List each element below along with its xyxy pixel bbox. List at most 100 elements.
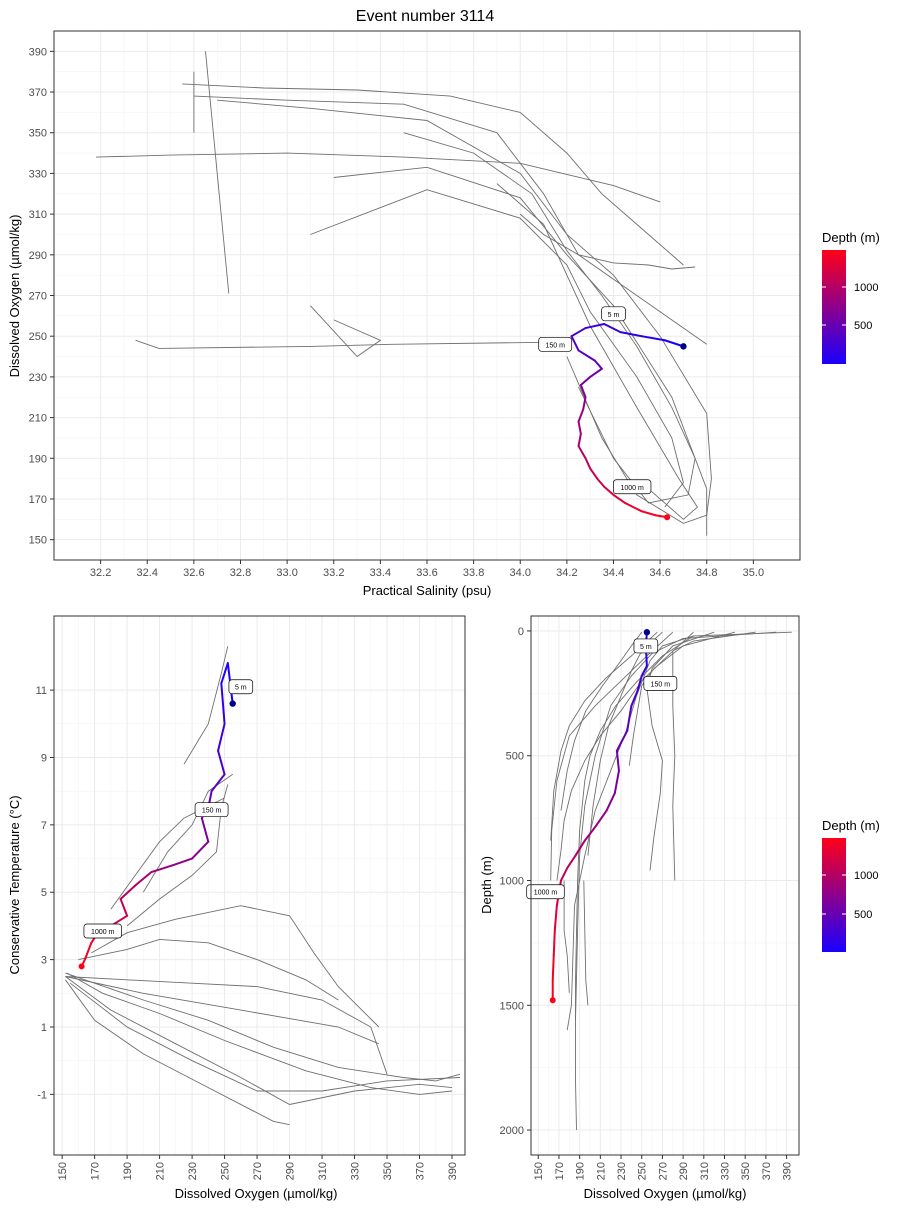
profile-point [643, 629, 651, 636]
highlight-segment [615, 749, 620, 772]
x-tick-label: 33.6 [416, 567, 437, 579]
y-tick-label: 11 [36, 685, 47, 697]
x-tick-label: 250 [220, 1162, 232, 1180]
x-tick-label: 350 [382, 1162, 394, 1180]
legend-break: 500 [854, 320, 872, 332]
depth-label: 5 m [608, 312, 620, 319]
highlight-segment [579, 384, 587, 399]
x-tick-label: 33.8 [463, 567, 484, 579]
x-axis-label: Dissolved Oxygen (µmol/kg) [175, 1186, 338, 1201]
panel-border [53, 615, 466, 1156]
profile-line [587, 631, 663, 856]
x-tick-label: 390 [447, 1162, 459, 1180]
x-tick-label: 170 [554, 1162, 566, 1180]
profile-line [310, 189, 684, 508]
y-tick-label: 9 [41, 752, 47, 764]
highlight-segment [579, 375, 592, 387]
x-tick-label: 34.6 [649, 567, 670, 579]
panel-background [531, 616, 799, 1155]
highlight-segment [566, 854, 577, 870]
depth-labels: 5 m 150 m 1000 m [83, 679, 254, 939]
profile-point [229, 700, 236, 707]
x-tick-label: 32.6 [183, 567, 204, 579]
highlight-segment [577, 432, 582, 448]
highlight-segment [119, 884, 137, 900]
highlight-segment [663, 339, 685, 348]
x-tick-label: 33.4 [370, 567, 391, 579]
profile-line [95, 152, 661, 203]
y-tick-label: 190 [29, 453, 47, 465]
x-tick-label: 150 [533, 1162, 545, 1180]
x-tick-label: 34.4 [603, 567, 624, 579]
profile-line [519, 213, 696, 270]
highlight-segment [596, 477, 606, 488]
highlight-segment [589, 367, 603, 378]
y-axis: 0 500 1000 1500 2000 [500, 626, 531, 1137]
profile-line [310, 305, 382, 358]
profile-line [403, 132, 696, 504]
x-axis-label: Dissolved Oxygen (µmol/kg) [584, 1186, 747, 1201]
y-tick-label: 330 [29, 168, 47, 180]
x-tick-label: 330 [719, 1162, 731, 1180]
profile-line [550, 631, 658, 841]
x-tick-label: 270 [252, 1162, 264, 1180]
profile-line [182, 83, 684, 266]
highlight-segment [553, 904, 558, 932]
depth-label-box [633, 638, 659, 654]
grid-layer [54, 616, 465, 1155]
legend-colorbar [822, 838, 846, 952]
y-tick-label: 390 [29, 46, 47, 58]
highlight-segment [577, 445, 587, 460]
panel-border [530, 615, 800, 1156]
highlight-segment [612, 493, 627, 505]
x-axis: 32.2 32.4 32.6 32.8 33.0 33.2 33.4 33.6 33.8 34.0… [90, 560, 764, 579]
highlight-segment [626, 704, 633, 732]
chart-oxygen-temperature: 5 m 150 m 1000 m 150 170 190 210 230 250 270 290 3… [7, 615, 466, 1201]
y-axis-label: Dissolved Oxygen (µmol/kg) [7, 215, 22, 378]
x-tick-label: 32.8 [230, 567, 251, 579]
grid-layer [54, 31, 800, 560]
highlight-segment [619, 331, 643, 338]
highlight-segment [603, 322, 622, 334]
legend-top: Depth (m) 1000 500 [822, 230, 880, 364]
profile-line [91, 905, 380, 1028]
depth-label: 150 m [202, 808, 222, 815]
profile-line [563, 880, 570, 993]
y-tick-label: 5 [41, 887, 47, 899]
legend-title: Depth (m) [822, 230, 880, 245]
x-tick-label: 35.0 [743, 567, 764, 579]
profile-line [217, 99, 712, 524]
x-axis: 150 170 190 210 230 250 270 290 310 330 350 370 390 [57, 1155, 459, 1180]
profile-point [549, 997, 556, 1004]
highlight-segment [191, 840, 210, 860]
highlight-segment [605, 792, 616, 812]
depth-label-box [538, 336, 573, 352]
legend-break: 1000 [854, 870, 878, 882]
profile-line [65, 976, 380, 1045]
highlight-segment [577, 420, 582, 435]
x-tick-label: 270 [657, 1162, 669, 1180]
highlight-segment [551, 954, 555, 982]
x-tick-label: 290 [678, 1162, 690, 1180]
gray-profiles [550, 631, 792, 1131]
x-tick-label: 330 [350, 1162, 362, 1180]
legend-title: Depth (m) [822, 818, 880, 833]
y-tick-label: 290 [29, 250, 47, 262]
highlight-segment [589, 467, 599, 480]
depth-label-box [643, 676, 678, 691]
highlight-segment [150, 864, 174, 874]
profile-point [664, 514, 671, 521]
x-axis-label: Practical Salinity (psu) [363, 583, 492, 598]
highlight-segment [577, 349, 596, 362]
x-tick-label: 230 [187, 1162, 199, 1180]
highlight-segment [615, 729, 629, 752]
y-tick-label: 3 [41, 955, 47, 967]
highlight-segment [593, 359, 603, 370]
x-tick-label: 32.2 [90, 567, 111, 579]
highlight-profile [549, 629, 651, 1004]
x-tick-label: 32.4 [137, 567, 158, 579]
highlight-segment [570, 327, 587, 338]
x-tick-label: 370 [415, 1162, 427, 1180]
